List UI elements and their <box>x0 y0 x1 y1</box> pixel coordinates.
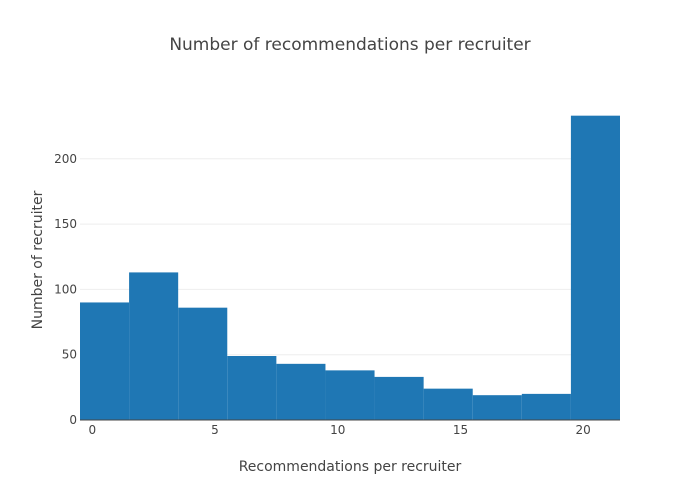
x-tick-label: 15 <box>453 423 468 437</box>
x-axis-title: Recommendations per recruiter <box>239 459 462 475</box>
x-tick-label: 20 <box>576 423 591 437</box>
histogram-bar <box>227 356 277 420</box>
x-tick-label: 10 <box>330 423 345 437</box>
histogram-bar <box>129 272 179 420</box>
y-tick-label: 150 <box>54 217 77 231</box>
bars-layer <box>80 115 620 421</box>
histogram-bar <box>570 115 620 421</box>
y-axis-title: Number of recruiter <box>30 190 46 329</box>
y-tick-label: 50 <box>62 348 77 362</box>
x-tick-label: 0 <box>88 423 96 437</box>
y-tick-label: 0 <box>69 413 77 427</box>
y-tick-label: 200 <box>54 152 77 166</box>
histogram-bar <box>276 363 326 420</box>
histogram-bar <box>472 395 522 420</box>
histogram-bar <box>80 302 130 420</box>
histogram-bar <box>325 370 375 420</box>
histogram-bar <box>423 388 473 420</box>
x-tick-label: 5 <box>211 423 219 437</box>
chart-title: Number of recommendations per recruiter <box>169 35 530 55</box>
histogram-bar <box>521 393 571 420</box>
y-tick-label: 100 <box>54 282 77 296</box>
axis-layer: 0 50 100 150 200 0 5 10 15 20 <box>54 152 620 437</box>
histogram-bar <box>374 376 424 420</box>
histogram-bar <box>178 307 228 420</box>
